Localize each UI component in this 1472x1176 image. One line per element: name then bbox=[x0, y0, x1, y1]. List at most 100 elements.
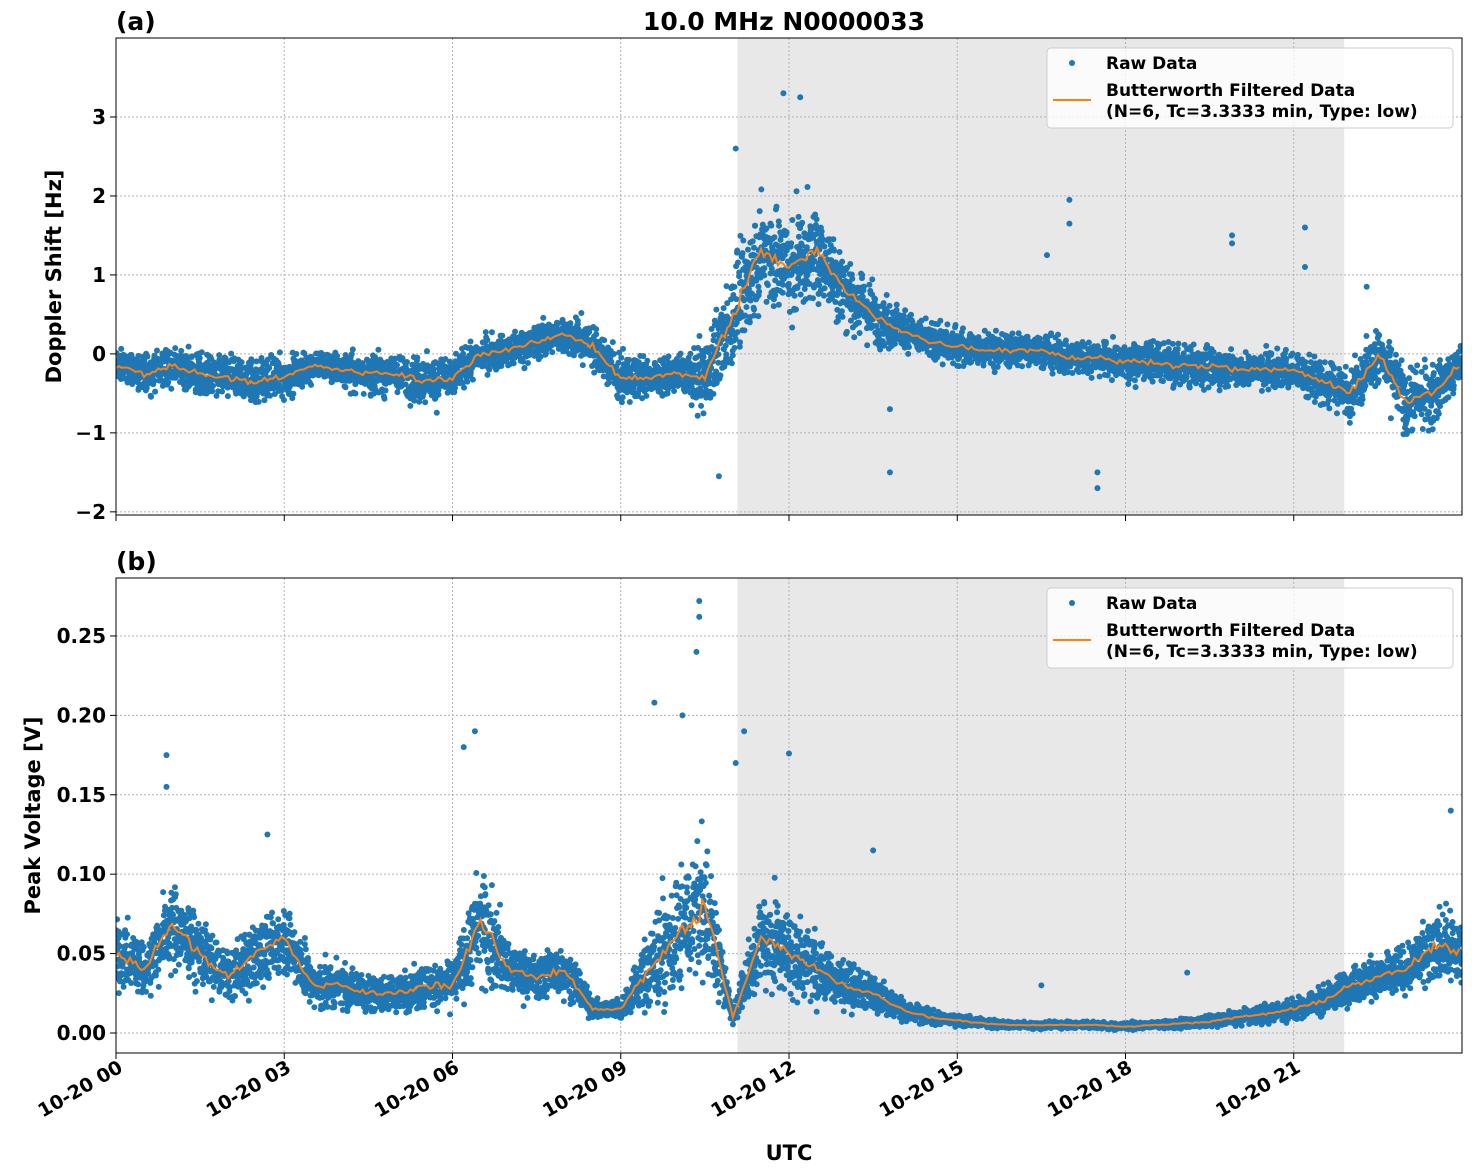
raw-data-point bbox=[464, 379, 470, 385]
y-tick-label: 2 bbox=[92, 184, 106, 208]
raw-data-point bbox=[752, 223, 758, 229]
raw-data-point bbox=[717, 373, 723, 379]
y-tick-label: 1 bbox=[92, 263, 106, 287]
raw-data-point bbox=[755, 313, 761, 319]
raw-data-point bbox=[789, 324, 795, 330]
raw-data-point bbox=[361, 391, 367, 397]
raw-data-point bbox=[756, 289, 762, 295]
raw-data-point bbox=[678, 351, 684, 357]
raw-data-point bbox=[525, 360, 531, 366]
raw-data-point bbox=[1132, 377, 1138, 383]
raw-data-point bbox=[937, 318, 943, 324]
raw-data-point bbox=[178, 348, 184, 354]
raw-data-point bbox=[1175, 341, 1181, 347]
raw-data-point bbox=[856, 320, 862, 326]
raw-data-point bbox=[894, 302, 900, 308]
raw-data-point bbox=[277, 349, 283, 355]
raw-data-point bbox=[350, 346, 356, 352]
raw-data-point bbox=[761, 272, 767, 278]
raw-data-point bbox=[1170, 341, 1176, 347]
raw-data-point bbox=[908, 312, 914, 318]
raw-data-point bbox=[485, 372, 491, 378]
raw-data-point bbox=[747, 319, 753, 325]
raw-data-point bbox=[780, 290, 786, 296]
raw-data-point bbox=[618, 355, 624, 361]
raw-data-point bbox=[549, 349, 555, 355]
raw-data-point bbox=[992, 369, 998, 375]
raw-data-point bbox=[483, 329, 489, 335]
raw-data-point bbox=[640, 353, 646, 359]
raw-data-point bbox=[844, 329, 850, 335]
raw-data-point bbox=[761, 265, 767, 271]
raw-data-point bbox=[780, 282, 786, 288]
raw-data-point bbox=[407, 403, 413, 409]
raw-data-point bbox=[861, 284, 867, 290]
raw-data-point bbox=[814, 216, 820, 222]
raw-data-point bbox=[735, 260, 741, 266]
raw-data-point bbox=[154, 348, 160, 354]
raw-data-point bbox=[721, 305, 727, 311]
raw-data-point bbox=[847, 261, 853, 267]
raw-data-point bbox=[511, 360, 517, 366]
raw-data-point bbox=[764, 299, 770, 305]
y-tick-label: 3 bbox=[92, 105, 106, 129]
raw-data-point bbox=[901, 313, 907, 319]
raw-data-point bbox=[869, 276, 875, 282]
raw-data-point bbox=[239, 359, 245, 365]
raw-data-point bbox=[841, 272, 847, 278]
raw-data-point bbox=[468, 339, 474, 345]
raw-data-point bbox=[839, 259, 845, 265]
raw-data-point bbox=[1191, 342, 1197, 348]
raw-data-point bbox=[611, 351, 617, 357]
raw-data-point bbox=[713, 307, 719, 313]
raw-data-point bbox=[822, 285, 828, 291]
raw-data-point bbox=[671, 388, 677, 394]
raw-data-point bbox=[723, 351, 729, 357]
raw-data-point bbox=[821, 243, 827, 249]
raw-data-point bbox=[798, 292, 804, 298]
raw-data-point bbox=[859, 272, 865, 278]
raw-data-point bbox=[352, 391, 358, 397]
raw-data-point bbox=[993, 328, 999, 334]
raw-data-point bbox=[771, 303, 777, 309]
raw-data-point bbox=[776, 223, 782, 229]
raw-data-point bbox=[593, 331, 599, 337]
raw-data-point bbox=[944, 321, 950, 327]
raw-data-point bbox=[864, 342, 870, 348]
raw-data-point bbox=[256, 399, 262, 405]
raw-data-point bbox=[788, 240, 794, 246]
raw-data-point bbox=[1089, 375, 1095, 381]
raw-data-point bbox=[375, 347, 381, 353]
raw-data-point bbox=[695, 413, 701, 419]
raw-data-point bbox=[710, 391, 716, 397]
raw-data-point bbox=[789, 217, 795, 223]
raw-data-point bbox=[1187, 384, 1193, 390]
raw-data-point bbox=[484, 337, 490, 343]
raw-data-point bbox=[849, 276, 855, 282]
raw-data-point bbox=[578, 310, 584, 316]
raw-data-point bbox=[210, 383, 216, 389]
raw-data-point bbox=[894, 307, 900, 313]
x-axis-label: UTC bbox=[766, 1141, 813, 1165]
raw-data-point bbox=[615, 360, 621, 366]
raw-data-point bbox=[1110, 334, 1116, 340]
raw-data-point bbox=[1160, 378, 1166, 384]
raw-data-point bbox=[923, 315, 929, 321]
raw-data-point bbox=[308, 382, 314, 388]
raw-data-point bbox=[1211, 349, 1217, 355]
raw-data-point bbox=[731, 284, 737, 290]
raw-data-point bbox=[118, 346, 124, 352]
raw-data-point bbox=[906, 344, 912, 350]
y-tick-label: −2 bbox=[75, 500, 106, 524]
raw-data-point bbox=[960, 325, 966, 331]
raw-data-point bbox=[776, 302, 782, 308]
raw-data-point bbox=[394, 362, 400, 368]
raw-data-point bbox=[172, 345, 178, 351]
raw-data-point bbox=[872, 296, 878, 302]
raw-data-point bbox=[796, 234, 802, 240]
raw-data-point bbox=[831, 248, 837, 254]
raw-data-point bbox=[792, 293, 798, 299]
raw-data-point bbox=[431, 367, 437, 373]
raw-data-point bbox=[745, 247, 751, 253]
raw-data-point bbox=[593, 326, 599, 332]
